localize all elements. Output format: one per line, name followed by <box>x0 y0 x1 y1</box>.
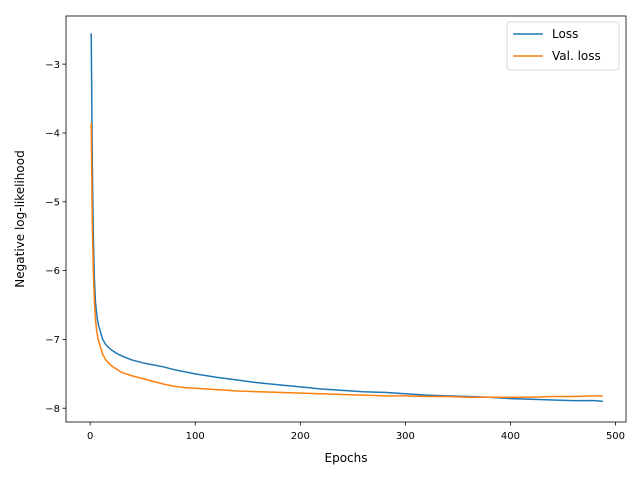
y-tick-label: −5 <box>45 197 60 208</box>
x-tick-label: 100 <box>186 431 205 442</box>
legend-label: Val. loss <box>552 49 601 63</box>
y-tick-label: −6 <box>45 266 60 277</box>
y-tick-label: −8 <box>45 404 60 415</box>
y-tick-label: −4 <box>45 129 60 140</box>
x-tick-label: 400 <box>501 431 520 442</box>
x-tick-label: 0 <box>87 431 93 442</box>
x-tick-label: 300 <box>396 431 415 442</box>
y-tick-label: −3 <box>45 60 60 71</box>
x-axis-label: Epochs <box>325 451 368 465</box>
x-tick-label: 200 <box>291 431 310 442</box>
y-axis-label: Negative log-likelihood <box>13 150 27 287</box>
x-tick-label: 500 <box>606 431 625 442</box>
series-layer <box>90 33 603 403</box>
y-tick-label: −7 <box>45 335 60 346</box>
legend: Loss Val. loss <box>506 21 620 71</box>
x-axis-ticks: 0 100 200 300 400 500 <box>87 422 625 442</box>
y-axis-ticks: −8 −7 −6 −5 −4 −3 <box>45 60 66 415</box>
legend-label: Loss <box>552 27 578 41</box>
series-line-val-loss <box>90 122 603 398</box>
axes-frame <box>65 15 627 423</box>
